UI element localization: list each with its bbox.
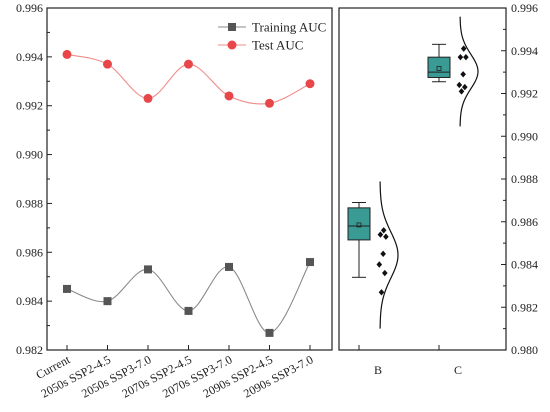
series-line-training (66, 261, 311, 334)
x-tick-label: C (454, 363, 462, 377)
y-tick-label: 0.994 (511, 44, 538, 58)
y-tick-label: 0.990 (16, 148, 43, 162)
y-tick-label: 0.982 (16, 343, 43, 357)
test-auc-point (143, 93, 153, 103)
test-auc-point (305, 79, 315, 89)
data-point-diamond (460, 45, 467, 52)
y-tick-label: 0.986 (511, 215, 538, 229)
data-point-diamond (383, 233, 389, 240)
y-tick-label: 0.982 (511, 300, 538, 314)
test-auc-point (224, 91, 234, 101)
training-auc-point (184, 306, 193, 315)
data-point-diamond (462, 83, 468, 91)
training-auc-point (144, 265, 152, 274)
legend-marker-circle (227, 40, 237, 50)
y-tick-label: 0.986 (16, 245, 43, 259)
data-point-diamond (376, 261, 383, 268)
data-point-diamond (456, 81, 463, 89)
test-auc-point (265, 98, 274, 108)
data-point-diamond (463, 53, 469, 61)
distribution-curve (379, 181, 399, 329)
training-auc-point (306, 258, 314, 267)
y-tick-label: 0.984 (511, 258, 538, 272)
data-point-diamond (380, 250, 386, 258)
y-tick-label: 0.988 (16, 196, 43, 210)
data-point-diamond (380, 227, 387, 234)
y-tick-label: 0.992 (16, 99, 43, 113)
training-auc-point (103, 297, 112, 306)
x-tick-label: B (374, 363, 382, 377)
y-tick-label: 0.992 (511, 87, 538, 101)
training-auc-point (63, 284, 71, 293)
y-tick-label: 0.996 (16, 1, 43, 15)
test-auc-point (62, 49, 72, 59)
y-tick-label: 0.984 (16, 294, 43, 308)
legend-marker-square (228, 23, 236, 31)
data-point-diamond (377, 231, 384, 238)
box-iqr (427, 56, 451, 78)
right-panel: 0.980 0.982 0.984 0.986 0.988 0.990 0.992 0.994… (338, 1, 538, 377)
right-plot-frame (338, 7, 507, 351)
test-auc-point (103, 59, 112, 69)
box-mean-marker (436, 66, 442, 71)
data-point-diamond (458, 88, 465, 95)
y-tick-label: 0.980 (511, 343, 538, 357)
y-tick-label: 0.996 (511, 1, 538, 15)
y-tick-label: 0.994 (16, 50, 43, 64)
y-tick-label: 0.988 (511, 172, 538, 186)
data-point-diamond (460, 71, 466, 78)
data-point-diamond (378, 289, 385, 296)
legend-label: Training AUC (252, 20, 326, 35)
box-iqr (347, 207, 371, 241)
distribution-curve (459, 16, 479, 127)
y-tick-label: 0.990 (511, 129, 538, 143)
training-auc-point (225, 262, 233, 271)
box-mean-marker (356, 222, 362, 228)
left-panel: 0.982 0.984 0.986 0.988 0.990 0.992 0.994 0.996… (16, 1, 333, 401)
legend-label: Test AUC (252, 38, 303, 53)
data-point-diamond (457, 53, 464, 61)
test-auc-point (184, 59, 193, 69)
training-auc-point (265, 328, 274, 337)
data-point-diamond (382, 269, 388, 277)
